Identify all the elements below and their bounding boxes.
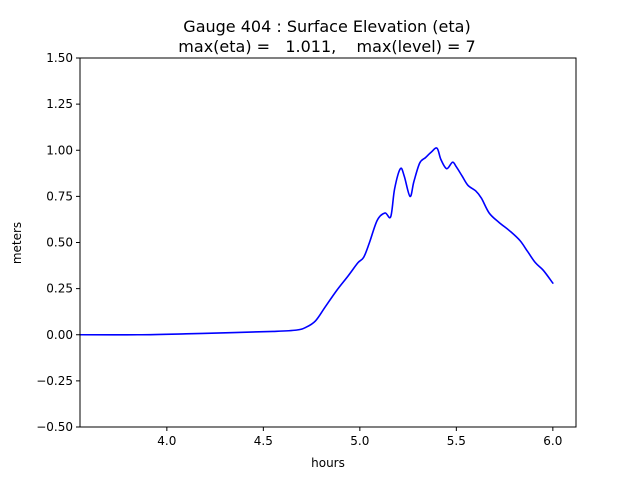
plot-frame [79, 57, 577, 428]
axis-ticks: 4.0 4.5 5.0 5.5 6.0 −0.50 −0.25 0.00 0.25 0.50 0.7… [36, 51, 562, 448]
y-tick-label: 1.25 [46, 97, 73, 111]
series-line-eta [79, 147, 554, 336]
y-tick-label: 0.50 [46, 236, 73, 250]
y-tick-label: 0.25 [46, 282, 73, 296]
x-tick-label: 4.0 [157, 434, 176, 448]
y-tick-label: 0.00 [46, 328, 73, 342]
y-tick-label: −0.25 [36, 374, 73, 388]
x-tick-label: 6.0 [543, 434, 562, 448]
y-axis-label: meters [10, 222, 24, 264]
y-tick-label: −0.50 [36, 420, 73, 434]
x-tick-label: 5.0 [350, 434, 369, 448]
plot-content [79, 147, 554, 336]
chart-subtitle: max(eta) = 1.011, max(level) = 7 [178, 37, 475, 56]
y-tick-label: 0.75 [46, 189, 73, 203]
y-tick-label: 1.50 [46, 51, 73, 65]
chart-title: Gauge 404 : Surface Elevation (eta) [183, 17, 470, 36]
x-axis-label: hours [311, 456, 345, 470]
x-tick-label: 5.5 [447, 434, 466, 448]
x-tick-label: 4.5 [254, 434, 273, 448]
y-tick-label: 1.00 [46, 143, 73, 157]
